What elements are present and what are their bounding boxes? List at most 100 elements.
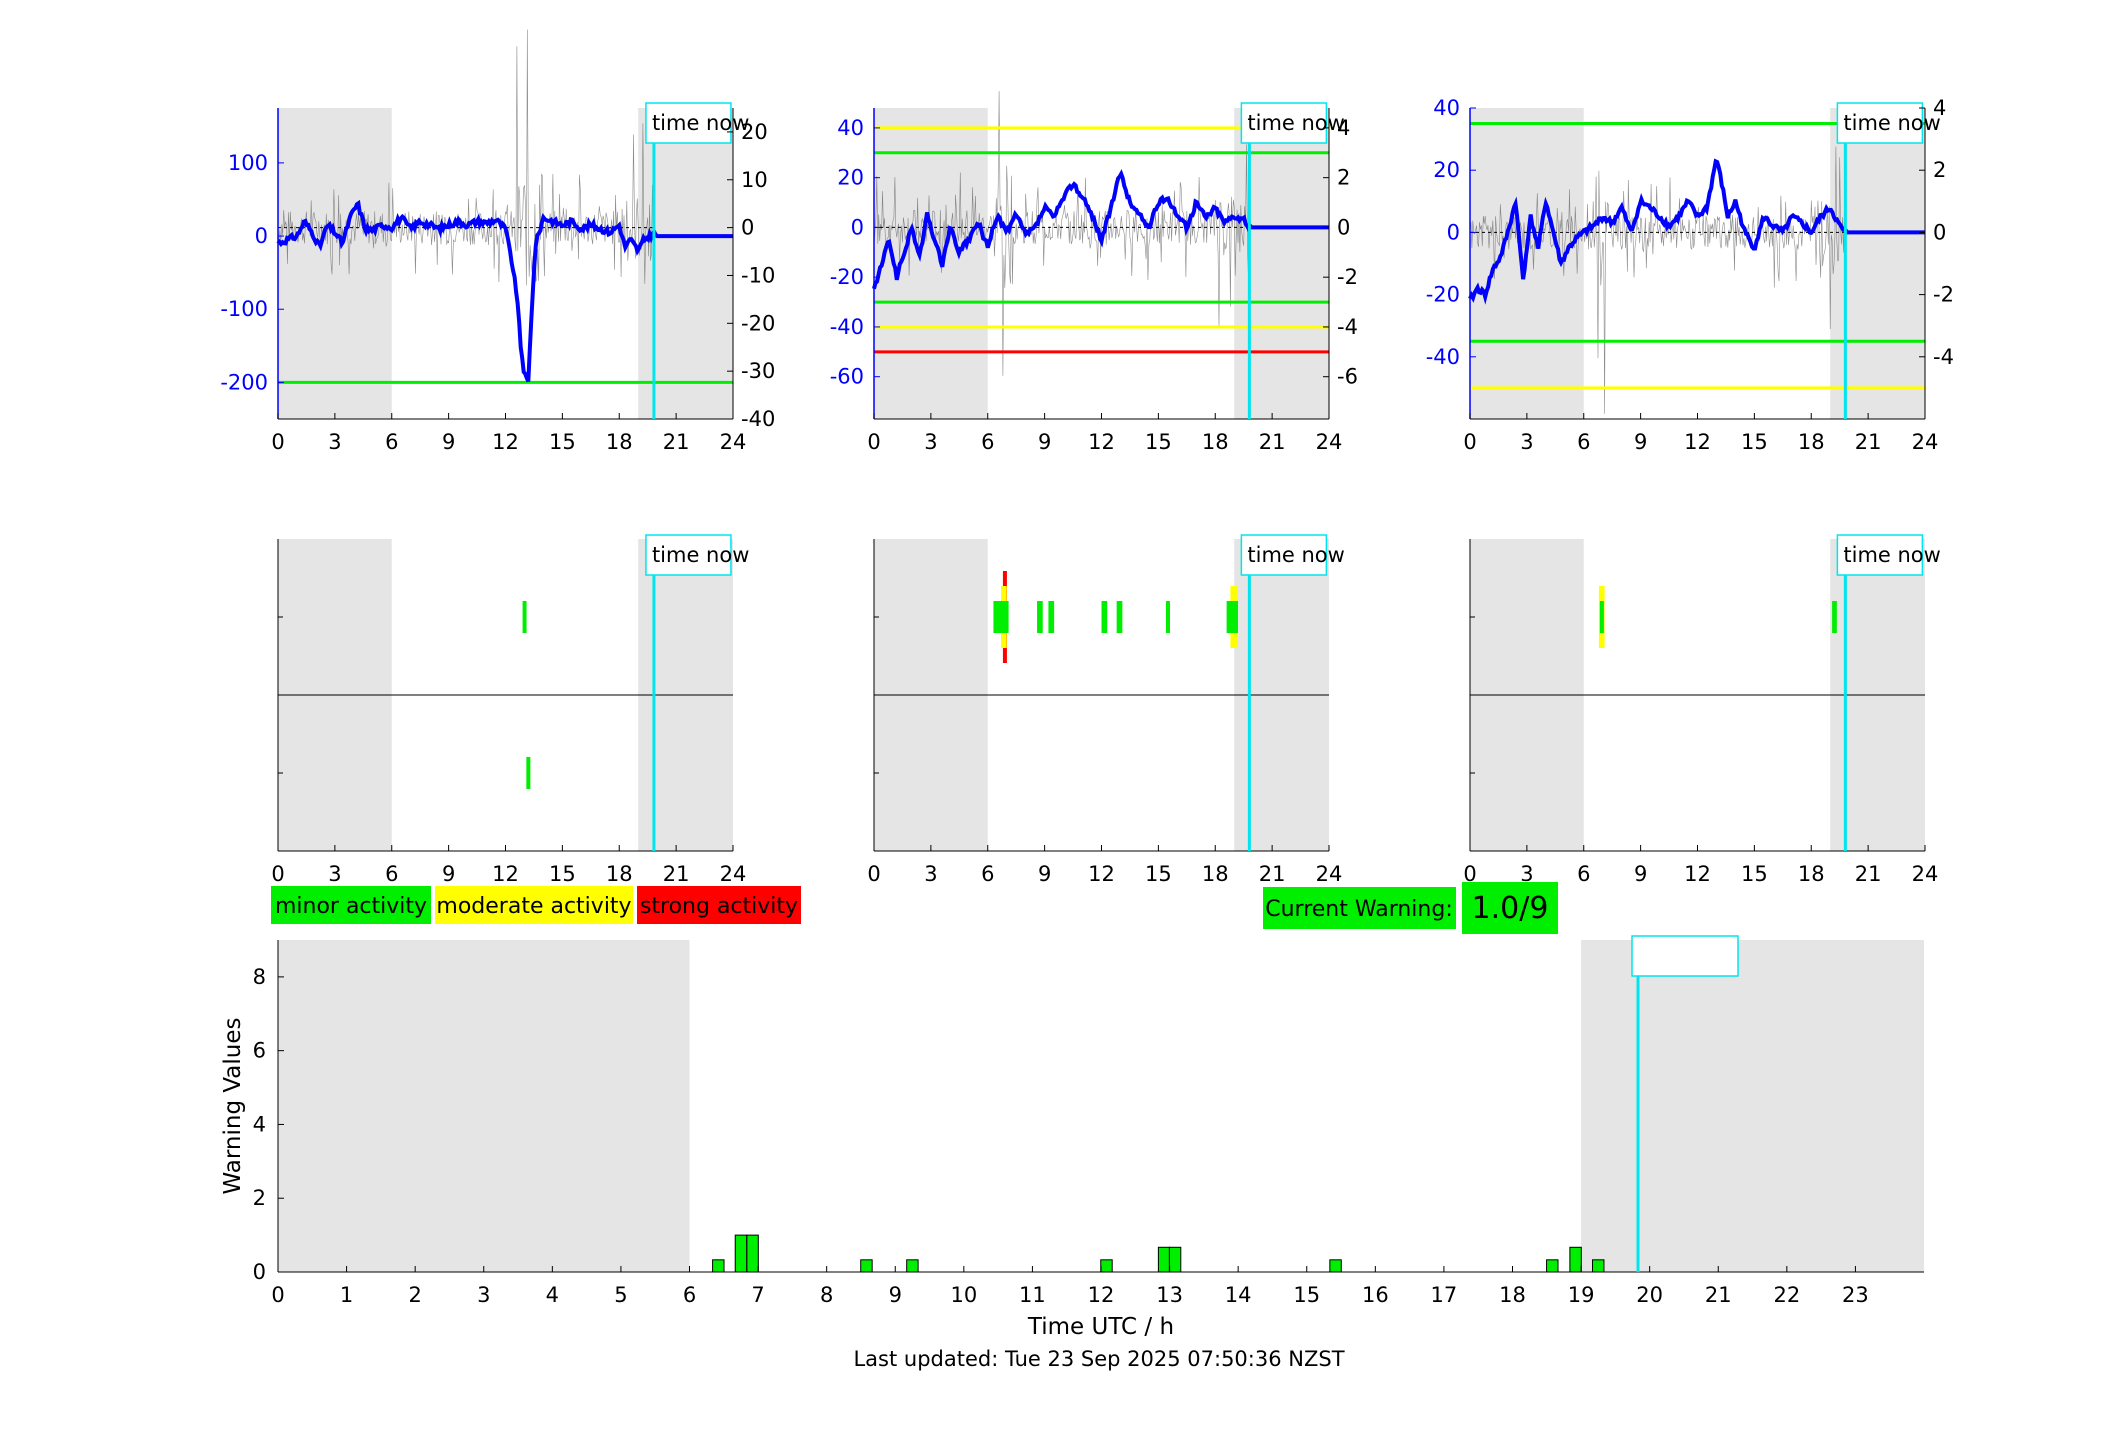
warning-bar (1592, 1259, 1605, 1273)
y2-tick-label: -2 (1933, 283, 1954, 307)
x-tick-label: 15 (1741, 862, 1768, 886)
x-tick-label: 14 (1225, 1283, 1252, 1307)
y-tick-label: -20 (1426, 283, 1460, 307)
y-axis-title: Warning Values (220, 1017, 246, 1194)
y2-tick-label: 20 (741, 120, 768, 144)
x-tick-label: 9 (1634, 430, 1647, 454)
x-tick-label: 18 (606, 430, 633, 454)
x-tick-label: 7 (751, 1283, 764, 1307)
x-tick-label: 18 (1798, 862, 1825, 886)
y-tick-label: -20 (830, 265, 864, 289)
y2-tick-label: 4 (1337, 116, 1350, 140)
x-tick-label: 3 (924, 862, 937, 886)
x-tick-label: 0 (1463, 430, 1476, 454)
last-updated: Last updated: Tue 23 Sep 2025 07:50:36 N… (853, 1347, 1344, 1371)
legend-moderate-swatch (433, 884, 635, 926)
x-tick-label: 13 (1156, 1283, 1183, 1307)
rate-of-change-line (873, 91, 1251, 376)
dbdt-alert-bar (1165, 601, 1170, 633)
x-tick-label: 24 (1316, 862, 1343, 886)
alert-panel: time now 0 3 6 9 12 15 18 21 24 (271, 534, 749, 886)
y2-tick-label: 4 (1933, 96, 1946, 120)
y-tick-label: -40 (830, 315, 864, 339)
legend-strong-label: strong activity (640, 894, 798, 919)
dbdt-alert-bar (1226, 601, 1238, 633)
dbdt-alert-bar (1832, 601, 1837, 633)
x-tick-label: 0 (271, 862, 284, 886)
magnetic-field-line (872, 169, 1329, 290)
x-tick-label: 6 (981, 862, 994, 886)
alert-panels: time now 0 3 6 9 12 15 18 21 24 time now 0 3 6 9 12 15 18… (271, 534, 1941, 886)
x-tick-label: 6 (981, 430, 994, 454)
x-tick-label: 24 (1316, 430, 1343, 454)
time-now-label: time now (1247, 111, 1344, 135)
x-tick-label: 8 (820, 1283, 833, 1307)
y2-tick-label: -10 (741, 263, 775, 287)
time-now-label: time now (1247, 543, 1344, 567)
x-tick-label: 9 (1038, 430, 1051, 454)
x-tick-label: 6 (1577, 430, 1590, 454)
y2-tick-label: -4 (1933, 345, 1954, 369)
x-tick-label: 15 (1145, 862, 1172, 886)
warning-bar (1168, 1246, 1182, 1273)
warning-bar (712, 1259, 725, 1273)
legend-moderate-label: moderate activity (436, 894, 631, 919)
night-shade (874, 108, 988, 419)
x-tick-label: 0 (1463, 862, 1476, 886)
x-tick-label: 3 (1520, 862, 1533, 886)
dbdt-alert-bar (1037, 601, 1043, 633)
y-tick-label: 8 (253, 965, 266, 989)
y2-tick-label: -40 (741, 407, 775, 431)
y-tick-label: 4 (253, 1112, 266, 1136)
x-tick-label: 12 (1088, 430, 1115, 454)
time-now-box (645, 534, 732, 576)
y-tick-label: 100 (228, 151, 268, 175)
x-tick-label: 24 (720, 430, 747, 454)
x-tick-label: 18 (606, 862, 633, 886)
dbdt-alert-bar (1599, 601, 1604, 633)
y-tick-label: -200 (220, 370, 268, 394)
dbdt-alert-bar (1048, 601, 1055, 633)
current-warning-value: 1.0/9 (1472, 891, 1549, 926)
x-tick-label: 22 (1773, 1283, 1800, 1307)
y-tick-label: 40 (1433, 96, 1460, 120)
y2-tick-label: -2 (1337, 265, 1358, 289)
x-tick-label: 21 (1705, 1283, 1732, 1307)
x-tick-label: 12 (1684, 430, 1711, 454)
x-tick-label: 21 (1259, 430, 1286, 454)
x-tick-label: 1 (340, 1283, 353, 1307)
x-tick-label: 18 (1202, 430, 1229, 454)
x-tick-label: 6 (683, 1283, 696, 1307)
warning-bar (1569, 1246, 1582, 1273)
current-warning: Current Warning: 1.0/9 (1263, 882, 1558, 934)
y2-tick-label: 0 (1933, 220, 1946, 244)
legend-minor-label: minor activity (275, 894, 427, 919)
x-tick-label: 15 (549, 862, 576, 886)
x-tick-label: 12 (492, 862, 519, 886)
time-now-box (1836, 534, 1924, 576)
time-now-label: time now (652, 543, 749, 567)
x-tick-label: 3 (328, 430, 341, 454)
x-tick-label: 15 (1293, 1283, 1320, 1307)
warning-bar (906, 1259, 919, 1273)
x-tick-label: 18 (1798, 430, 1825, 454)
x-tick-label: 0 (271, 1283, 284, 1307)
y-tick-label: 0 (1447, 220, 1460, 244)
dbdt-alert-bar (1101, 601, 1108, 633)
warning-bar (734, 1234, 748, 1273)
x-tick-label: 16 (1362, 1283, 1389, 1307)
alert-panel: time now 0 3 6 9 12 15 18 21 24 (867, 534, 1345, 886)
night-shade (278, 940, 690, 1272)
x-tick-label: 0 (271, 430, 284, 454)
x-tick-label: 21 (663, 430, 690, 454)
x-tick-label: 9 (1038, 862, 1051, 886)
x-tick-label: 24 (720, 862, 747, 886)
y2-tick-label: -30 (741, 359, 775, 383)
warning-bar (1546, 1259, 1559, 1273)
y-tick-label: 2 (253, 1186, 266, 1210)
y2-tick-label: -20 (741, 311, 775, 335)
